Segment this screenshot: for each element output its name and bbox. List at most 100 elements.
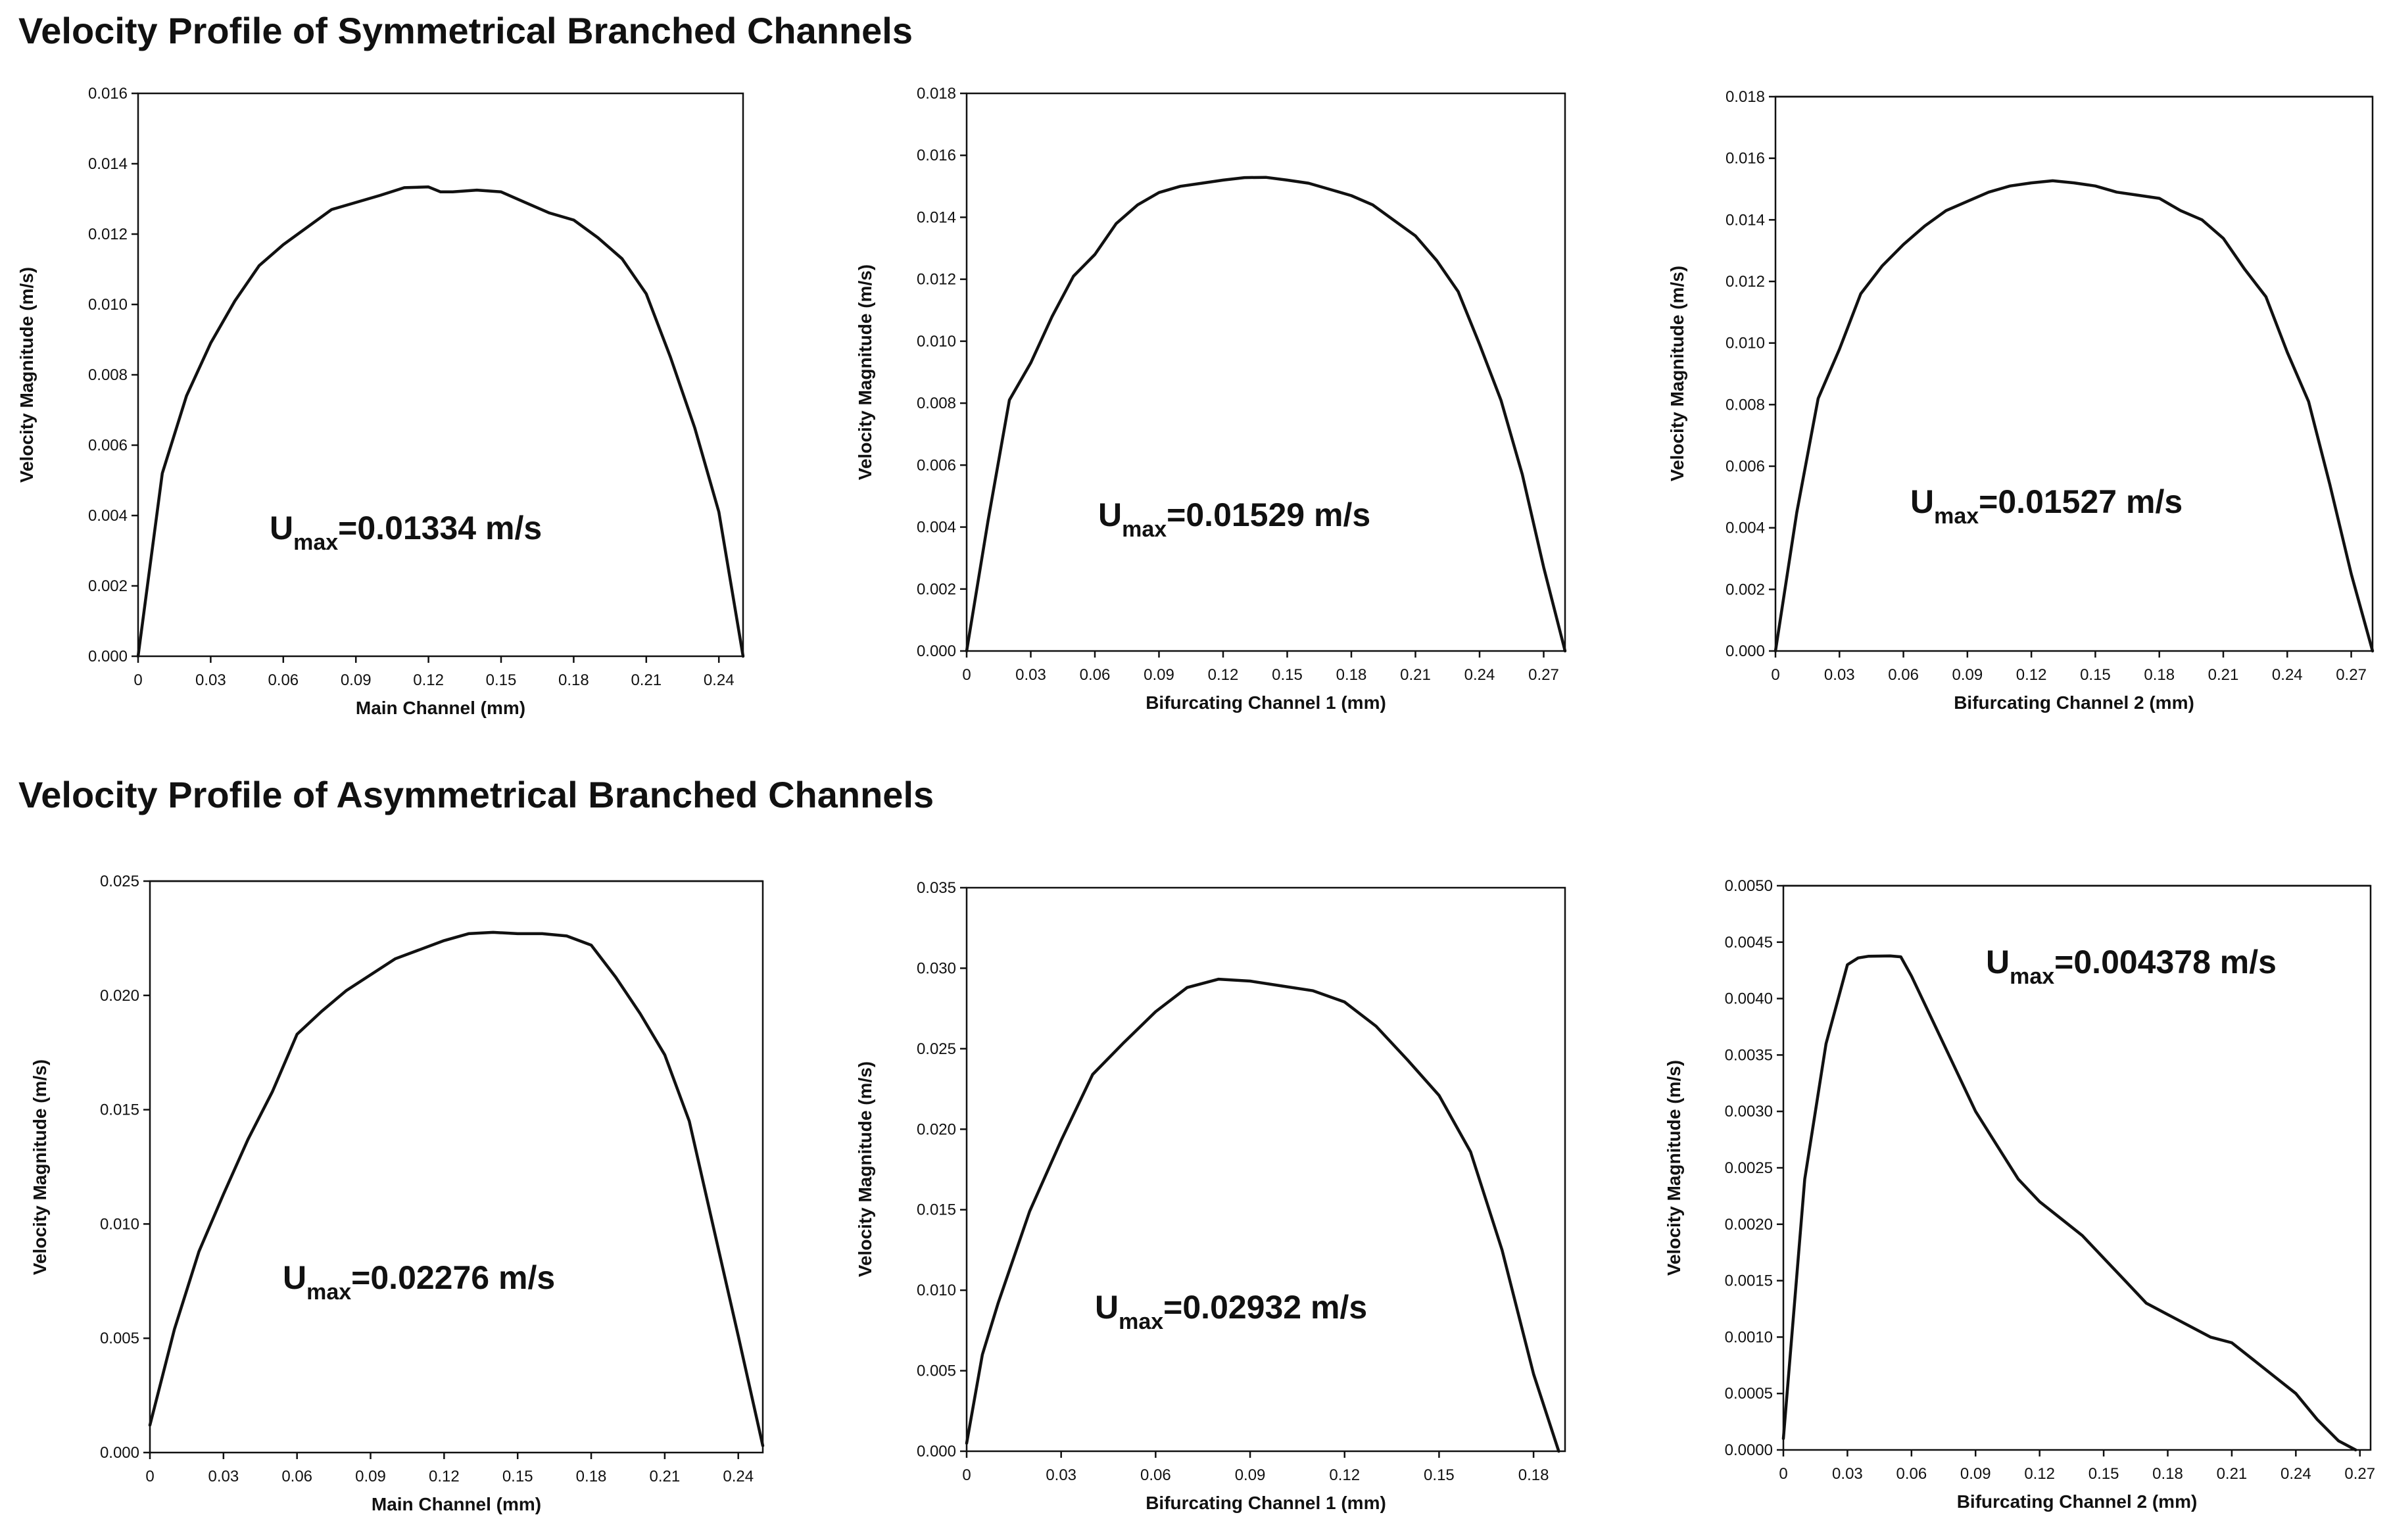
x-tick-label: 0.03	[1832, 1465, 1863, 1483]
y-tick-label: 0.035	[917, 879, 956, 897]
x-tick-label: 0.21	[1400, 666, 1431, 684]
x-tick-label: 0.09	[1952, 666, 1983, 684]
y-tick-label: 0.004	[88, 507, 128, 525]
y-axis-title: Velocity Magnitude (m/s)	[1664, 1060, 1684, 1276]
y-tick-label: 0.020	[100, 987, 139, 1005]
y-tick-label: 0.002	[88, 577, 128, 595]
x-tick-label: 0.06	[268, 671, 299, 689]
x-tick-label: 0.24	[2280, 1465, 2311, 1483]
y-tick-label: 0.016	[1725, 150, 1765, 168]
plot-frame	[965, 886, 1566, 1453]
y-tick-label: 0.018	[1725, 88, 1765, 106]
x-axis-title: Bifurcating Channel 2 (mm)	[1957, 1491, 2198, 1512]
umax-subscript: max	[1119, 1309, 1163, 1334]
y-tick-label: 0.012	[917, 271, 956, 289]
y-tick-label: 0.006	[917, 456, 956, 474]
y-tick-label: 0.005	[100, 1330, 139, 1347]
y-tick-label: 0.025	[917, 1040, 956, 1058]
umax-symbol: U	[1910, 483, 1934, 520]
x-tick-label: 0.06	[1888, 666, 1919, 684]
y-tick-label: 0.000	[1725, 642, 1765, 660]
umax-value: =0.01334 m/s	[338, 510, 542, 546]
umax-symbol: U	[1098, 496, 1122, 533]
x-tick-label: 0.18	[558, 671, 589, 689]
chart-sym-branch2: 0.000 0.002 0.004 0.006 0.008 0.010 0.012 0.014…	[1667, 88, 2375, 713]
y-tick-label: 0.010	[917, 1282, 956, 1299]
y-tick-label: 0.010	[1725, 335, 1765, 352]
umax-subscript: max	[306, 1280, 351, 1305]
umax-annotation: Umax=0.02932 m/s	[1095, 1289, 1367, 1334]
y-tick-label: 0.0020	[1725, 1216, 1773, 1234]
chart-sym-main: 0.000 0.002 0.004 0.006 0.008 0.010 0.012 0.014…	[16, 85, 745, 718]
x-tick-label: 0.03	[1015, 666, 1046, 684]
y-tick-label: 0.0010	[1725, 1328, 1773, 1346]
velocity-profile-line	[136, 185, 745, 658]
umax-symbol: U	[1095, 1289, 1119, 1326]
y-tick-label: 0.014	[88, 155, 128, 173]
x-axis-title: Main Channel (mm)	[356, 698, 525, 718]
x-tick-label: 0.09	[341, 671, 372, 689]
x-tick-label: 0.06	[1080, 666, 1111, 684]
x-tick-label: 0.12	[413, 671, 444, 689]
x-axis-title: Bifurcating Channel 2 (mm)	[1954, 692, 2194, 713]
umax-symbol: U	[1986, 944, 2010, 980]
velocity-profile-line	[965, 176, 1567, 653]
umax-annotation: Umax=0.01529 m/s	[1098, 496, 1370, 542]
x-tick-label: 0.27	[1528, 666, 1559, 684]
plot-frame	[137, 92, 744, 658]
x-tick-label: 0.03	[1824, 666, 1855, 684]
x-tick-label: 0.18	[2144, 666, 2175, 684]
y-tick-label: 0.000	[100, 1444, 139, 1462]
x-tick-label: 0.27	[2344, 1465, 2375, 1483]
y-tick-label: 0.0050	[1725, 877, 1773, 895]
x-tick-label: 0.09	[355, 1468, 386, 1485]
y-tick-label: 0.0035	[1725, 1046, 1773, 1064]
y-tick-label: 0.008	[88, 366, 128, 384]
x-axis-title: Main Channel (mm)	[372, 1494, 541, 1514]
umax-annotation: Umax=0.02276 m/s	[283, 1259, 555, 1305]
y-tick-label: 0.0030	[1725, 1103, 1773, 1120]
x-tick-label: 0.03	[208, 1468, 239, 1485]
chart-asym-branch2: 0.0000 0.0005 0.0010 0.0015 0.0020 0.0025 0.00…	[1664, 877, 2375, 1512]
x-tick-label: 0.15	[2088, 1465, 2119, 1483]
symmetrical-section-title: Velocity Profile of Symmetrical Branched…	[18, 10, 913, 51]
y-tick-label: 0.015	[917, 1201, 956, 1219]
y-tick-label: 0.010	[88, 296, 128, 314]
y-tick-label: 0.006	[1725, 458, 1765, 475]
umax-annotation: Umax=0.01527 m/s	[1910, 483, 2183, 529]
y-axis-title: Velocity Magnitude (m/s)	[16, 267, 37, 483]
y-tick-label: 0.0005	[1725, 1385, 1773, 1403]
x-tick-label: 0	[1771, 666, 1779, 684]
x-tick-label: 0.09	[1960, 1465, 1991, 1483]
x-tick-label: 0.21	[2208, 666, 2239, 684]
x-tick-label: 0.18	[1518, 1466, 1549, 1484]
y-tick-label: 0.020	[917, 1120, 956, 1138]
x-tick-label: 0.03	[1046, 1466, 1076, 1484]
y-tick-label: 0.006	[88, 437, 128, 454]
x-tick-label: 0.15	[502, 1468, 533, 1485]
y-axis-title: Velocity Magnitude (m/s)	[855, 264, 875, 480]
y-axis-title: Velocity Magnitude (m/s)	[855, 1061, 875, 1277]
y-tick-label: 0.008	[917, 395, 956, 412]
umax-value: =0.02932 m/s	[1163, 1289, 1367, 1326]
umax-subscript: max	[1122, 517, 1167, 542]
x-tick-label: 0.12	[2024, 1465, 2055, 1483]
x-tick-label: 0.24	[1464, 666, 1495, 684]
y-tick-label: 0.0040	[1725, 990, 1773, 1008]
y-tick-label: 0.010	[100, 1215, 139, 1233]
umax-value: =0.02276 m/s	[351, 1259, 555, 1296]
chart-asym-branch1: 0.0000.0050.0100.0150.0200.0250.0300.035…	[855, 879, 1566, 1513]
x-tick-label: 0.27	[2336, 666, 2367, 684]
y-tick-label: 0.012	[1725, 273, 1765, 291]
y-tick-label: 0.002	[917, 581, 956, 598]
y-tick-label: 0.004	[917, 519, 956, 537]
x-tick-label: 0.21	[650, 1468, 681, 1485]
x-tick-label: 0.24	[723, 1468, 754, 1485]
x-tick-label: 0.24	[2272, 666, 2303, 684]
velocity-profile-line	[1781, 954, 2357, 1452]
velocity-profile-line	[1774, 179, 2375, 653]
x-tick-label: 0.03	[195, 671, 226, 689]
x-tick-label: 0.06	[1140, 1466, 1171, 1484]
x-tick-label: 0	[145, 1468, 154, 1485]
y-tick-label: 0.010	[917, 333, 956, 350]
